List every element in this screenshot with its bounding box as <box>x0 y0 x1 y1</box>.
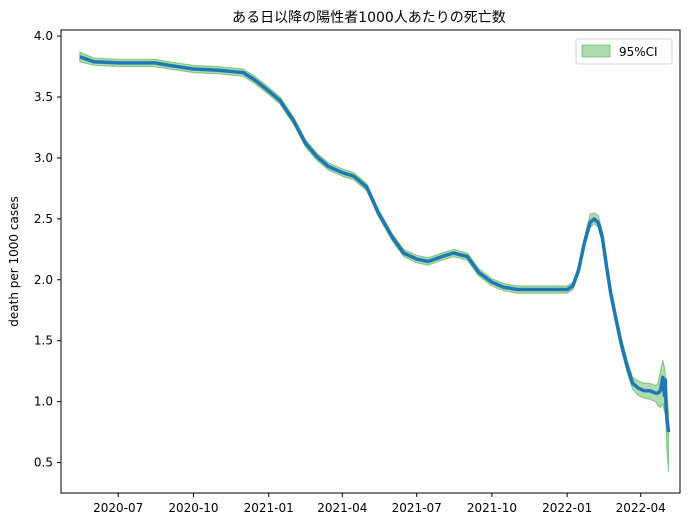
x-tick-label: 2020-07 <box>93 501 143 515</box>
y-tick-label: 3.5 <box>34 90 53 104</box>
legend-swatch <box>582 45 610 57</box>
y-tick-label: 2.5 <box>34 212 53 226</box>
x-tick-label: 2020-10 <box>168 501 218 515</box>
y-axis-title: death per 1000 cases <box>7 196 21 326</box>
x-tick-label: 2021-10 <box>467 501 517 515</box>
x-tick-label: 2021-04 <box>317 501 367 515</box>
x-tick-label: 2022-04 <box>616 501 666 515</box>
chart-title: ある日以降の陽性者1000人あたりの死亡数 <box>232 10 506 26</box>
x-tick-label: 2021-07 <box>392 501 442 515</box>
y-tick-label: 1.0 <box>34 395 53 409</box>
y-tick-label: 1.5 <box>34 334 53 348</box>
y-tick-label: 4.0 <box>34 29 53 43</box>
x-tick-label: 2022-01 <box>542 501 592 515</box>
x-tick-label: 2021-01 <box>244 501 294 515</box>
y-tick-label: 0.5 <box>34 456 53 470</box>
legend-label: 95%CI <box>619 45 658 59</box>
legend: 95%CI <box>576 39 672 64</box>
y-tick-label: 2.0 <box>34 273 53 287</box>
y-tick-label: 3.0 <box>34 151 53 165</box>
